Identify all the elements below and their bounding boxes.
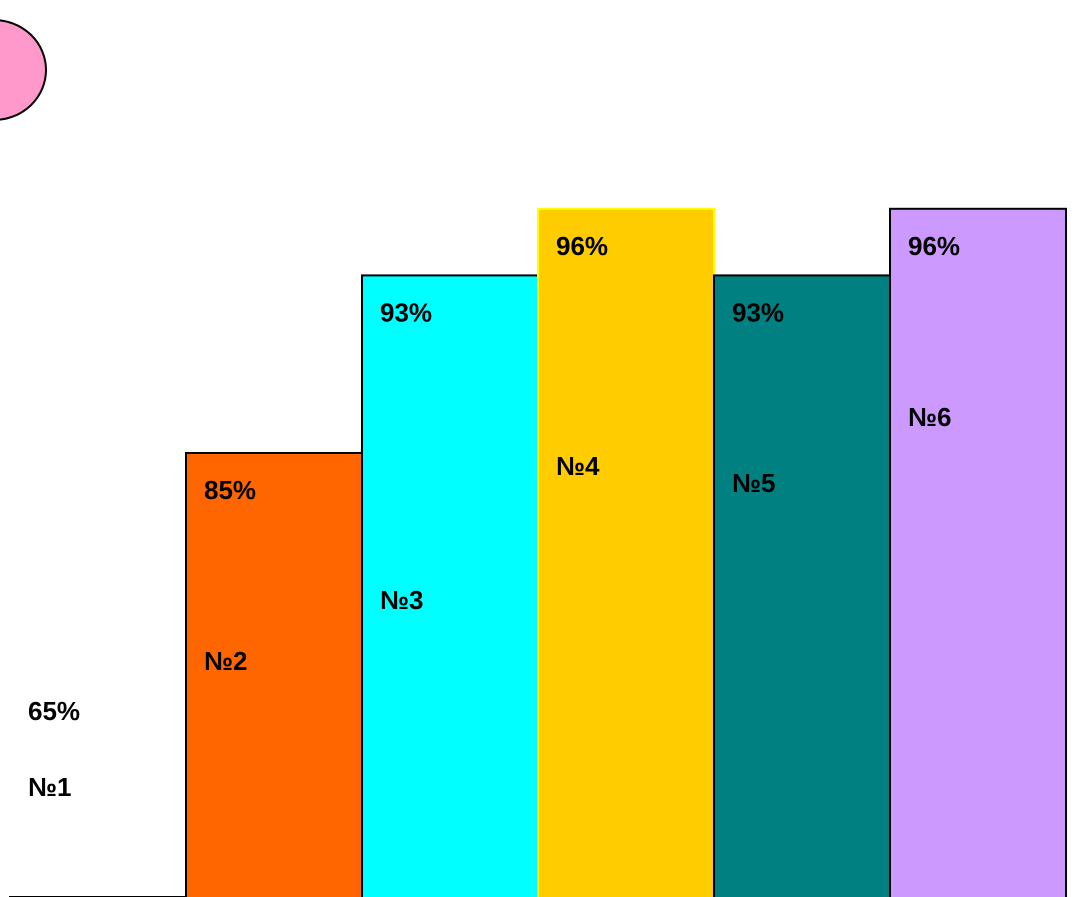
value-label-6: 96% — [908, 231, 960, 261]
bar-2 — [185, 452, 363, 897]
category-label-4: №4 — [556, 451, 600, 481]
bars-layer: 65% №1 85% №2 93% №3 96% №4 93% №5 96% №6 — [9, 207, 1067, 897]
bar-4 — [537, 207, 715, 897]
category-label-5: №5 — [732, 468, 775, 498]
category-label-3: №3 — [380, 585, 423, 615]
value-label-3: 93% — [380, 297, 432, 327]
bar-5 — [713, 274, 891, 897]
value-label-2: 85% — [204, 475, 256, 505]
value-label-5: 93% — [732, 297, 784, 327]
bar-6 — [889, 207, 1067, 897]
category-label-1: №1 — [28, 772, 71, 802]
value-label-4: 96% — [556, 231, 608, 261]
pink-ellipse-decoration — [0, 19, 47, 121]
category-label-6: №6 — [908, 402, 951, 432]
category-label-2: №2 — [204, 646, 247, 676]
value-label-1: 65% — [28, 696, 80, 726]
bar-3 — [361, 274, 539, 897]
